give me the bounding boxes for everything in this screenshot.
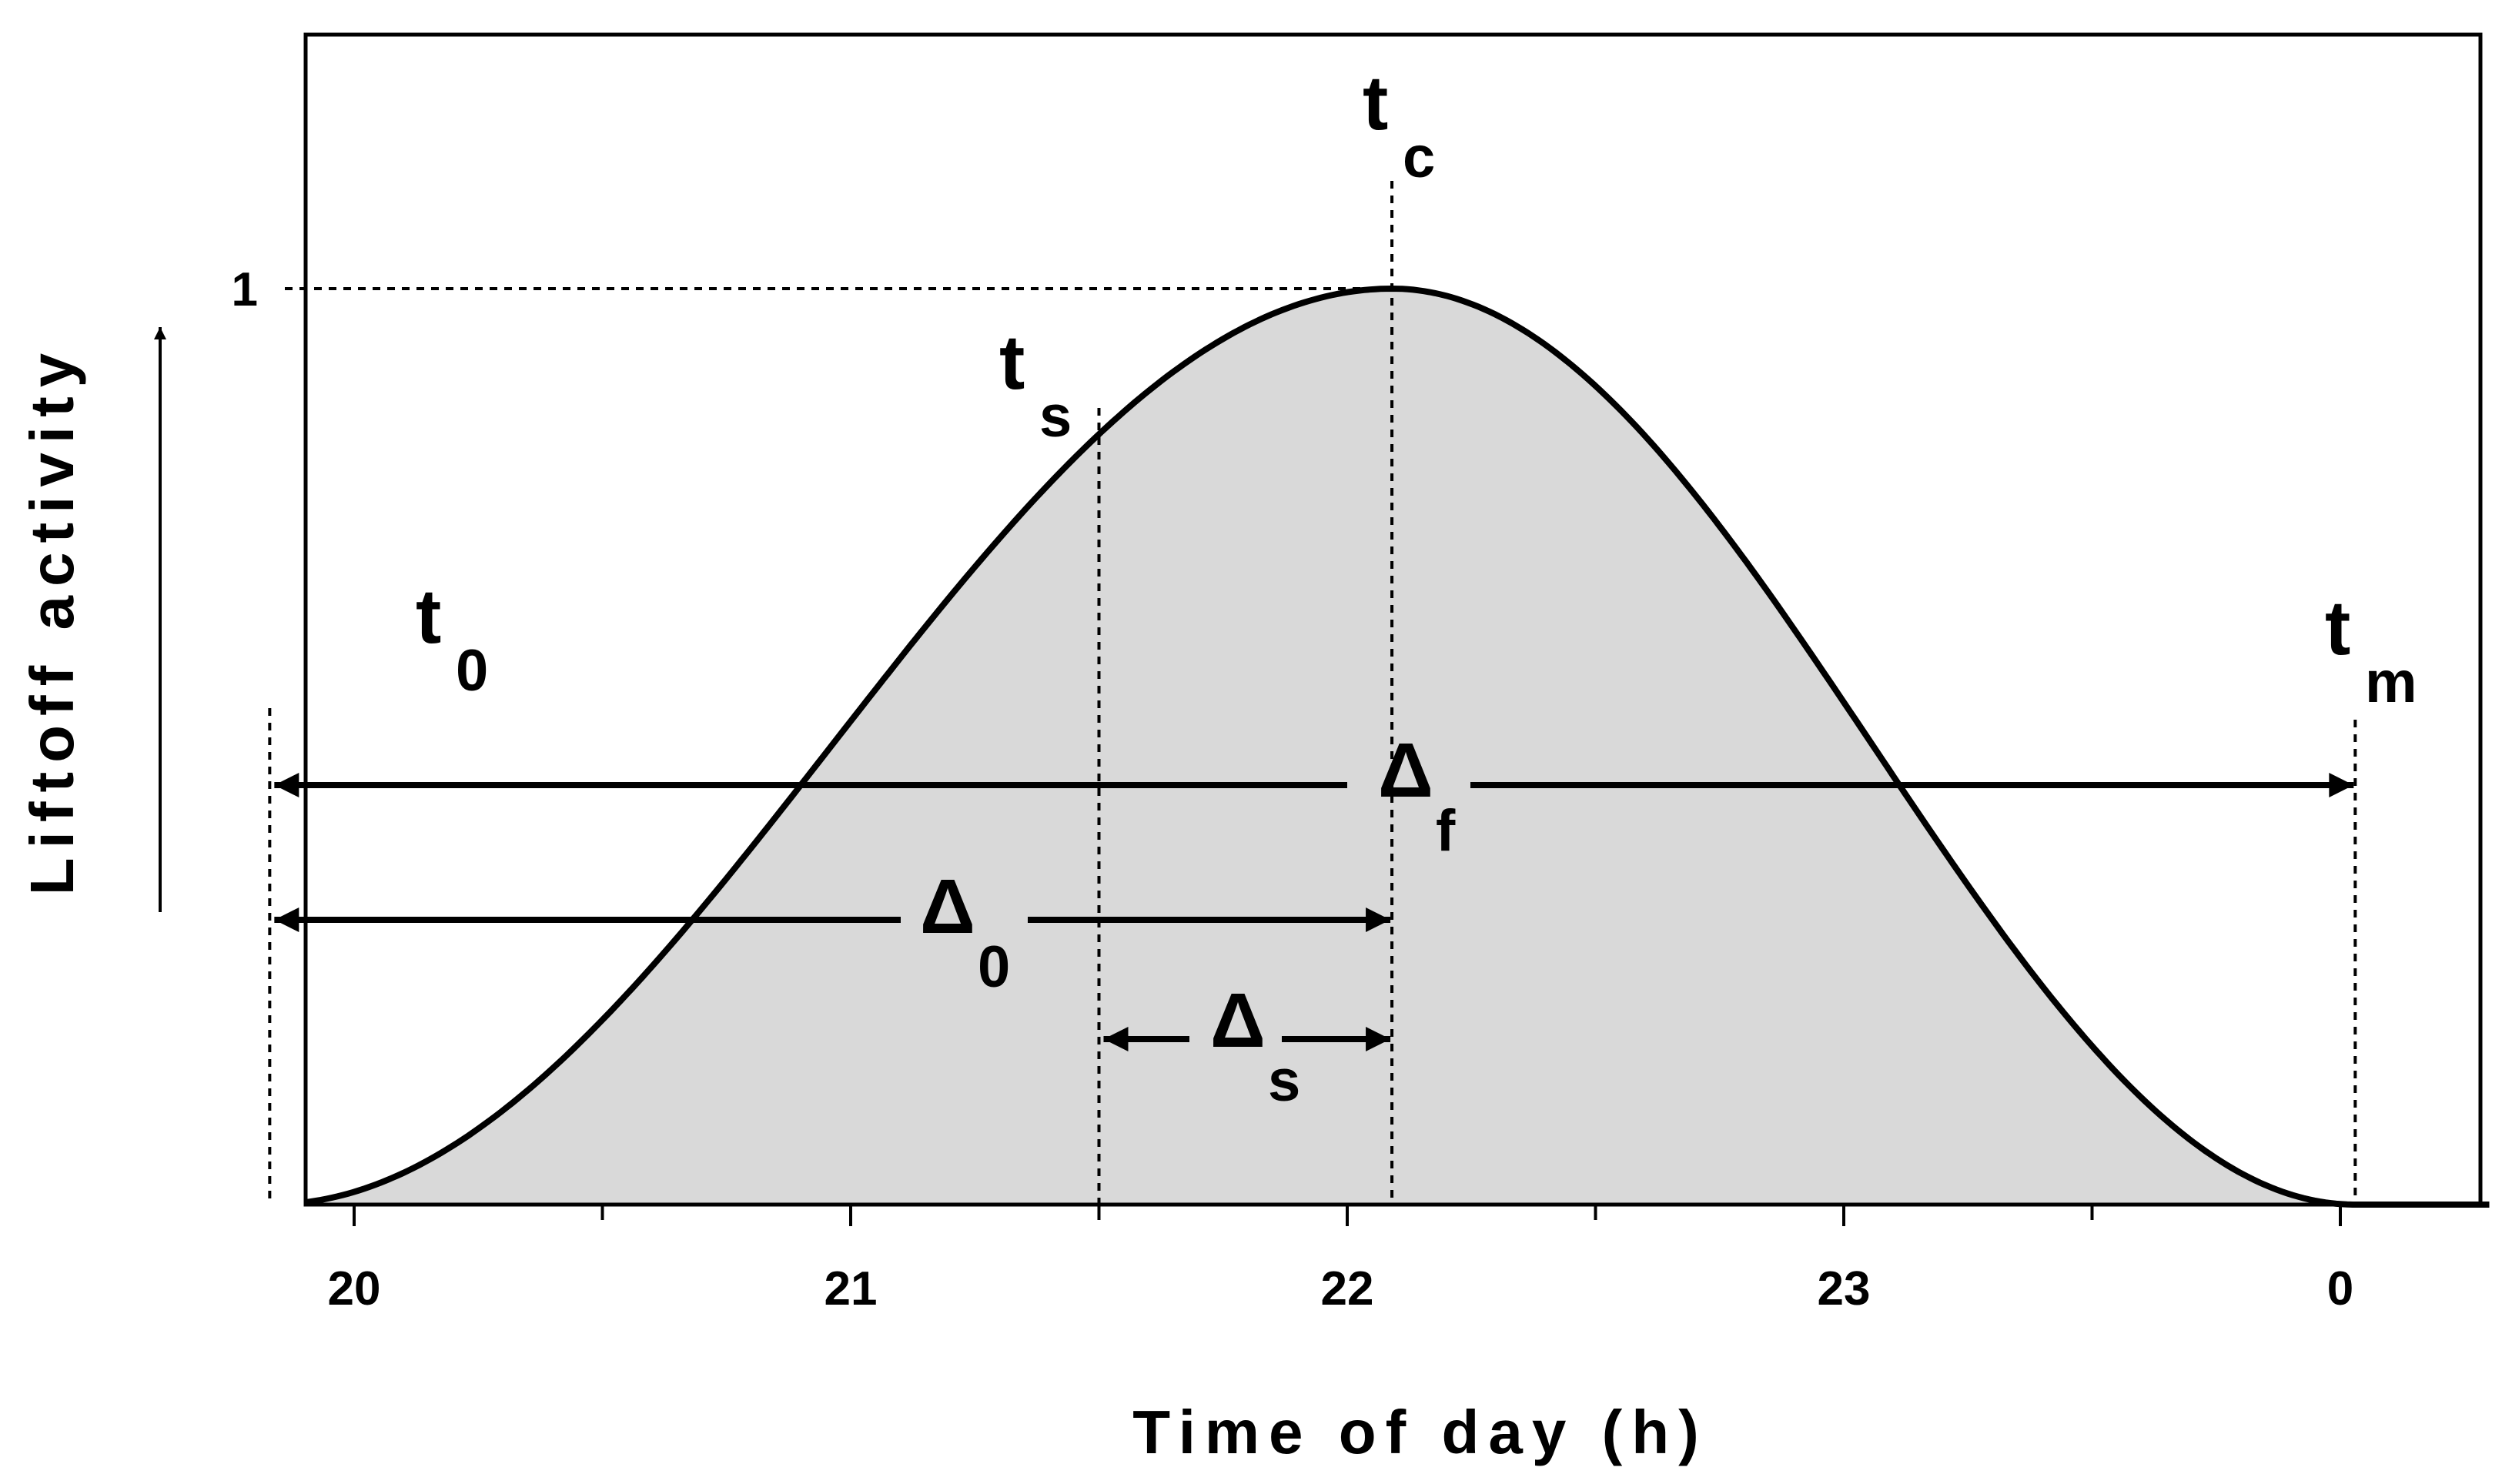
y-axis-label: Liftoff activity xyxy=(18,344,86,895)
interval-subscript-delta_s: s xyxy=(1268,1048,1300,1114)
marker-subscript-t0: 0 xyxy=(456,638,488,704)
x-tick-label: 20 xyxy=(328,1262,381,1315)
peak-reference-label: 1 xyxy=(232,263,258,316)
interval-subscript-delta_f: f xyxy=(1436,798,1456,864)
x-tick-label: 23 xyxy=(1818,1262,1871,1315)
interval-label-delta_0: Δ xyxy=(920,864,975,950)
marker-label-t0: t xyxy=(416,573,441,660)
plot-frame xyxy=(303,32,2483,1207)
marker-label-tm: t xyxy=(2325,585,2350,671)
marker-label-tc: t xyxy=(1363,60,1388,146)
x-axis-label: Time of day (h) xyxy=(1132,1398,1708,1466)
activity-curve xyxy=(303,285,2490,1208)
marker-subscript-ts: s xyxy=(1039,384,1072,450)
marker-subscript-tc: c xyxy=(1403,125,1435,190)
interval-label-delta_s: Δ xyxy=(1210,978,1266,1064)
x-tick-label: 0 xyxy=(2327,1262,2353,1315)
marker-subscript-tm: m xyxy=(2365,650,2417,715)
activity-area xyxy=(304,289,2490,1205)
interval-subscript-delta_0: 0 xyxy=(978,934,1010,1000)
marker-label-ts: t xyxy=(999,319,1025,406)
x-tick-label: 21 xyxy=(825,1262,878,1315)
interval-label-delta_f: Δ xyxy=(1378,727,1433,814)
x-axis-ticks: 20 21 22 23 0 xyxy=(328,1205,2353,1315)
x-tick-label: 22 xyxy=(1321,1262,1374,1315)
